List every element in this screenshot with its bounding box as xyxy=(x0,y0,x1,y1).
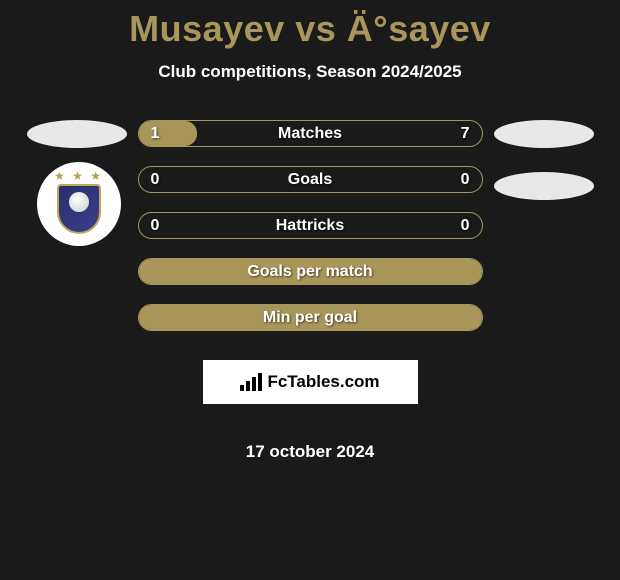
stat-value-right: 7 xyxy=(461,125,470,143)
player-placeholder-right xyxy=(494,120,594,148)
club-badge-left: ★ ★ ★ xyxy=(37,162,121,246)
stat-label: Goals per match xyxy=(139,263,482,281)
left-column: ★ ★ ★ xyxy=(17,120,132,246)
brand-box: FcTables.com xyxy=(203,360,418,404)
stat-value-right: 0 xyxy=(461,217,470,235)
stat-bar-min-per-goal: Min per goal xyxy=(138,304,483,331)
club-placeholder-right xyxy=(494,172,594,200)
stat-label: Matches xyxy=(139,125,482,143)
badge-shield-icon xyxy=(57,184,101,234)
stat-bar-hattricks: 0 Hattricks 0 xyxy=(138,212,483,239)
badge-graphic: ★ ★ ★ xyxy=(49,172,109,236)
stat-bar-goals-per-match: Goals per match xyxy=(138,258,483,285)
brand-content: FcTables.com xyxy=(240,372,379,392)
stats-column: 1 Matches 7 0 Goals 0 0 Hattricks 0 Goal… xyxy=(138,120,483,462)
stat-bar-goals: 0 Goals 0 xyxy=(138,166,483,193)
stat-label: Goals xyxy=(139,171,482,189)
brand-text: FcTables.com xyxy=(267,372,379,392)
stat-value-right: 0 xyxy=(461,171,470,189)
infographic-container: Musayev vs Ä°sayev Club competitions, Se… xyxy=(0,0,620,462)
main-area: ★ ★ ★ 1 Matches 7 0 Goals 0 0 Hattri xyxy=(0,120,620,462)
right-column xyxy=(489,120,604,200)
page-subtitle: Club competitions, Season 2024/2025 xyxy=(158,62,461,82)
badge-stars-icon: ★ ★ ★ xyxy=(49,169,109,183)
date-text: 17 october 2024 xyxy=(246,442,375,462)
stat-label: Hattricks xyxy=(139,217,482,235)
page-title: Musayev vs Ä°sayev xyxy=(129,8,491,50)
bar-chart-icon xyxy=(240,373,262,391)
stat-label: Min per goal xyxy=(139,309,482,327)
stat-bar-matches: 1 Matches 7 xyxy=(138,120,483,147)
player-placeholder-left xyxy=(27,120,127,148)
